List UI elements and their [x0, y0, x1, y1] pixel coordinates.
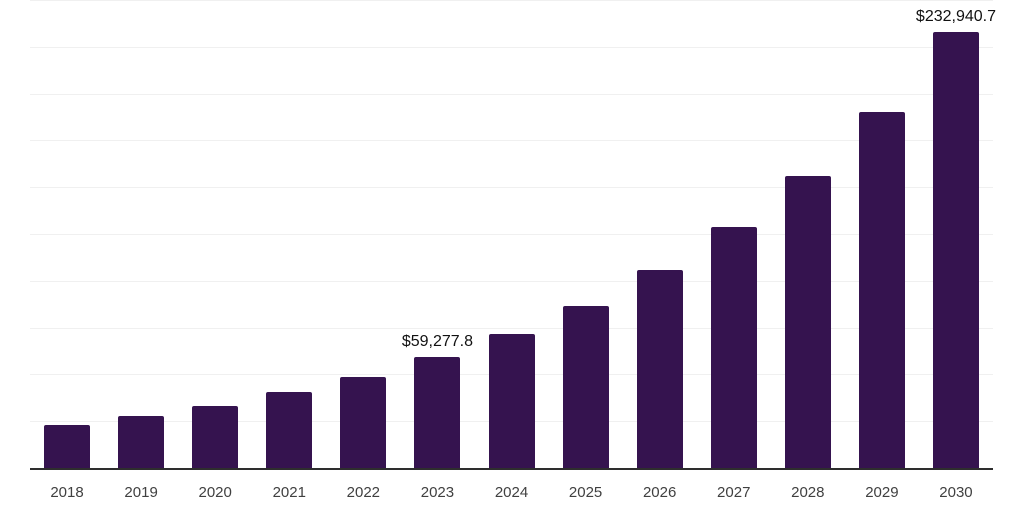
bar-2021	[266, 392, 313, 468]
bar-column-2026	[623, 0, 697, 468]
bar-2018	[44, 424, 91, 468]
bar-column-2020	[178, 0, 252, 468]
x-axis-labels: 2018 2019 2020 2021 2022 2023 2024 2025 2026 2027…	[30, 484, 993, 501]
bar-column-2021	[252, 0, 326, 468]
bar-column-2024	[474, 0, 548, 468]
x-tick-2028: 2028	[791, 484, 825, 501]
bar-2019	[118, 415, 165, 468]
bar-column-2027	[697, 0, 771, 468]
data-label-2023: $59,277.8	[401, 333, 474, 351]
plot-area: $59,277.8 $232,940.7	[30, 0, 997, 470]
bar-column-2025	[549, 0, 623, 468]
x-tick-2021: 2021	[272, 484, 306, 501]
x-tick-2025: 2025	[568, 484, 603, 501]
bar-2020	[192, 405, 239, 468]
bars-row: $59,277.8 $232,940.7	[30, 0, 997, 468]
bar-column-2029	[845, 0, 919, 468]
bar-2024	[488, 333, 535, 468]
bar-column-2030: $232,940.7	[915, 0, 997, 468]
x-tick-2022: 2022	[346, 484, 381, 501]
x-tick-2019: 2019	[124, 484, 158, 501]
x-tick-2029: 2029	[865, 484, 899, 501]
bar-column-2023: $59,277.8	[400, 0, 474, 468]
x-tick-2024: 2024	[494, 484, 529, 501]
bar-2023	[414, 357, 461, 468]
bar-2028	[784, 176, 831, 468]
x-tick-2018: 2018	[50, 484, 84, 501]
x-tick-2023: 2023	[420, 484, 455, 501]
x-tick-2030: 2030	[939, 484, 973, 501]
bar-2030	[932, 31, 979, 468]
x-tick-2026: 2026	[642, 484, 677, 501]
bar-2025	[562, 306, 609, 468]
bar-2029	[858, 111, 905, 468]
bar-column-2028	[771, 0, 845, 468]
bar-2022	[340, 376, 387, 468]
x-tick-2027: 2027	[717, 484, 751, 501]
bar-2026	[636, 269, 683, 468]
bar-column-2019	[104, 0, 178, 468]
x-tick-2020: 2020	[198, 484, 232, 501]
bar-2027	[710, 226, 757, 468]
data-label-2030: $232,940.7	[915, 7, 997, 25]
bar-column-2018	[30, 0, 104, 468]
bar-column-2022	[326, 0, 400, 468]
